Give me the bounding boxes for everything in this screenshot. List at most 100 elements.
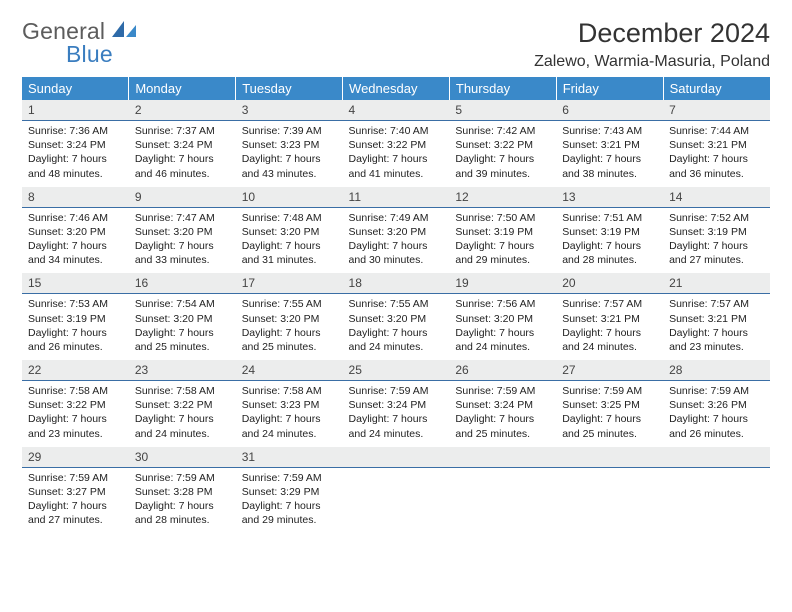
day-cell: Sunrise: 7:50 AMSunset: 3:19 PMDaylight:… [449,207,556,273]
dow-tuesday: Tuesday [236,77,343,100]
day-number: 5 [449,100,556,121]
page: General Blue December 2024 Zalewo, Warmi… [0,0,792,612]
sunrise: Sunrise: 7:59 AM [562,384,657,398]
day-cell-empty [663,467,770,533]
sunset: Sunset: 3:22 PM [455,138,550,152]
daylight-line1: Daylight: 7 hours [455,152,550,166]
daylight-line1: Daylight: 7 hours [28,239,123,253]
day-number: 11 [343,187,450,208]
day-cell: Sunrise: 7:49 AMSunset: 3:20 PMDaylight:… [343,207,450,273]
day-number: 3 [236,100,343,121]
sunset: Sunset: 3:23 PM [242,138,337,152]
location: Zalewo, Warmia-Masuria, Poland [534,53,770,71]
daynum-row: 22 23 24 25 26 27 28 [22,360,770,381]
sunrise: Sunrise: 7:53 AM [28,297,123,311]
daylight-line2: and 25 minutes. [455,427,550,441]
sunrise: Sunrise: 7:40 AM [349,124,444,138]
day-cell: Sunrise: 7:59 AMSunset: 3:24 PMDaylight:… [449,381,556,447]
daylight-line2: and 39 minutes. [455,167,550,181]
day-number [556,447,663,468]
sunrise: Sunrise: 7:46 AM [28,211,123,225]
day-number: 1 [22,100,129,121]
sunrise: Sunrise: 7:42 AM [455,124,550,138]
day-number: 22 [22,360,129,381]
dow-saturday: Saturday [663,77,770,100]
day-cell: Sunrise: 7:46 AMSunset: 3:20 PMDaylight:… [22,207,129,273]
sunset: Sunset: 3:24 PM [349,398,444,412]
sunrise: Sunrise: 7:59 AM [349,384,444,398]
dow-wednesday: Wednesday [343,77,450,100]
day-cell: Sunrise: 7:59 AMSunset: 3:28 PMDaylight:… [129,467,236,533]
daylight-line2: and 24 minutes. [562,340,657,354]
daylight-line2: and 43 minutes. [242,167,337,181]
sunrise: Sunrise: 7:48 AM [242,211,337,225]
day-cell: Sunrise: 7:59 AMSunset: 3:26 PMDaylight:… [663,381,770,447]
daylight-line1: Daylight: 7 hours [242,326,337,340]
daylight-line1: Daylight: 7 hours [669,239,764,253]
day-number: 4 [343,100,450,121]
day-number: 9 [129,187,236,208]
day-number: 28 [663,360,770,381]
daylight-line1: Daylight: 7 hours [349,152,444,166]
sunset: Sunset: 3:21 PM [562,138,657,152]
day-cell: Sunrise: 7:59 AMSunset: 3:25 PMDaylight:… [556,381,663,447]
dow-monday: Monday [129,77,236,100]
daynum-row: 8 9 10 11 12 13 14 [22,187,770,208]
sunset: Sunset: 3:22 PM [349,138,444,152]
daylight-line2: and 23 minutes. [669,340,764,354]
sunset: Sunset: 3:23 PM [242,398,337,412]
daylight-line1: Daylight: 7 hours [242,412,337,426]
day-number: 27 [556,360,663,381]
day-cell: Sunrise: 7:53 AMSunset: 3:19 PMDaylight:… [22,294,129,360]
daylight-line1: Daylight: 7 hours [562,326,657,340]
daylight-line1: Daylight: 7 hours [28,326,123,340]
day-number [663,447,770,468]
sunset: Sunset: 3:20 PM [242,225,337,239]
day-cell: Sunrise: 7:51 AMSunset: 3:19 PMDaylight:… [556,207,663,273]
sunrise: Sunrise: 7:50 AM [455,211,550,225]
dow-sunday: Sunday [22,77,129,100]
sunset: Sunset: 3:19 PM [562,225,657,239]
daylight-line2: and 34 minutes. [28,253,123,267]
daylight-line1: Daylight: 7 hours [349,326,444,340]
daylight-line1: Daylight: 7 hours [562,412,657,426]
daylight-line1: Daylight: 7 hours [28,152,123,166]
logo: General Blue [22,18,138,68]
sunset: Sunset: 3:28 PM [135,485,230,499]
day-cell: Sunrise: 7:59 AMSunset: 3:29 PMDaylight:… [236,467,343,533]
detail-row: Sunrise: 7:36 AMSunset: 3:24 PMDaylight:… [22,121,770,187]
dow-friday: Friday [556,77,663,100]
sunrise: Sunrise: 7:55 AM [242,297,337,311]
daylight-line1: Daylight: 7 hours [28,499,123,513]
daylight-line1: Daylight: 7 hours [242,152,337,166]
day-cell: Sunrise: 7:55 AMSunset: 3:20 PMDaylight:… [343,294,450,360]
day-cell: Sunrise: 7:58 AMSunset: 3:23 PMDaylight:… [236,381,343,447]
logo-sail-icon [112,19,138,39]
sunrise: Sunrise: 7:59 AM [242,471,337,485]
daylight-line2: and 24 minutes. [135,427,230,441]
daylight-line2: and 46 minutes. [135,167,230,181]
sunrise: Sunrise: 7:58 AM [28,384,123,398]
daylight-line1: Daylight: 7 hours [669,326,764,340]
sunrise: Sunrise: 7:54 AM [135,297,230,311]
sunset: Sunset: 3:24 PM [28,138,123,152]
daylight-line1: Daylight: 7 hours [455,412,550,426]
sunset: Sunset: 3:19 PM [455,225,550,239]
day-cell-empty [343,467,450,533]
daylight-line2: and 33 minutes. [135,253,230,267]
sunset: Sunset: 3:24 PM [135,138,230,152]
daylight-line1: Daylight: 7 hours [135,239,230,253]
day-number: 23 [129,360,236,381]
daylight-line2: and 30 minutes. [349,253,444,267]
daylight-line1: Daylight: 7 hours [669,152,764,166]
day-number: 8 [22,187,129,208]
day-number: 19 [449,273,556,294]
daylight-line2: and 28 minutes. [135,513,230,527]
page-title: December 2024 [534,18,770,49]
daynum-row: 29 30 31 [22,447,770,468]
daylight-line2: and 28 minutes. [562,253,657,267]
daylight-line2: and 29 minutes. [455,253,550,267]
daylight-line1: Daylight: 7 hours [455,326,550,340]
day-cell: Sunrise: 7:37 AMSunset: 3:24 PMDaylight:… [129,121,236,187]
daylight-line1: Daylight: 7 hours [28,412,123,426]
